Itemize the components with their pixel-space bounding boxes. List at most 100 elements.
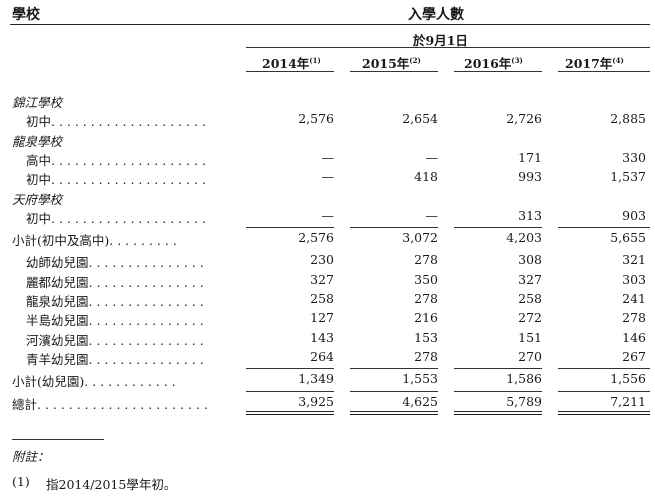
cell-value: 146 [622,329,646,345]
year-rule [454,71,542,72]
subtotal-rule [558,390,650,392]
subtotal-rule [454,368,542,370]
footnote-title: 附註： [12,449,50,464]
row-label: 初中. . . . . . . . . . . . . . . . . . . … [26,114,206,130]
enrollment-header: 入學人數 [408,7,464,23]
school-group-label: 錦江學校 [12,95,63,110]
subtotal-row-label: 小計(幼兒園). . . . . . . . . . . . [12,374,176,390]
cell-value: 2,576 [298,111,334,127]
cell-value: 993 [518,169,542,185]
cell-value: 350 [414,271,438,287]
total-double-rule [454,410,542,412]
footnote-ref: (4) [612,55,624,65]
total-row-label: 總計. . . . . . . . . . . . . . . . . . . … [12,396,208,412]
subtotal-row-label: 小計(初中及高中). . . . . . . . . [12,233,177,249]
cell-value: 4,203 [506,230,542,246]
cell-value: — [321,149,335,165]
cell-value: — [425,207,439,223]
subtotal-rule [246,368,334,370]
cell-value: 264 [310,348,334,364]
cell-value: 418 [414,169,438,185]
subtotal-rule [454,227,542,229]
footnote-text: 指2014/2015學年初。 [46,477,177,492]
subtotal-rule [350,227,438,229]
subtotal-rule [350,390,438,392]
total-double-rule [558,410,650,412]
cell-value: 308 [518,252,542,268]
year-rule [558,71,650,72]
cell-value: 327 [310,271,334,287]
year-header-2015: 2015年(2) [362,53,421,72]
cell-value: 3,925 [298,393,334,409]
total-double-rule [558,413,650,415]
cell-value: 1,553 [402,371,438,387]
row-label: 初中. . . . . . . . . . . . . . . . . . . … [26,210,206,226]
subtotal-rule [246,227,334,229]
year-header-2017: 2017年(4) [565,53,624,72]
total-double-rule [454,413,542,415]
year-rule [246,71,334,72]
school-group-label: 龍泉學校 [12,133,63,149]
subtotal-rule [558,368,650,370]
cell-value: 330 [622,149,646,165]
row-label: 麗都幼兒園. . . . . . . . . . . . . . . [26,274,204,290]
subtotal-rule [350,368,438,370]
cell-value: 1,537 [610,169,646,185]
cell-value: 272 [518,310,542,326]
cell-value: 278 [414,291,438,306]
footnote-ref: (2) [409,55,421,65]
header-top-rule [10,24,650,25]
row-label: 高中. . . . . . . . . . . . . . . . . . . … [26,152,206,168]
subtotal-rule [246,390,334,392]
year-header-text: 2016年 [464,56,512,71]
school-group-label: 天府學校 [12,191,63,207]
cell-value: 143 [310,329,334,345]
cell-value: 127 [310,310,334,326]
cell-value: 2,885 [610,111,646,127]
subtotal-rule [454,390,542,392]
as-of-rule [246,47,650,48]
row-label: 龍泉幼兒園. . . . . . . . . . . . . . . [26,294,204,309]
year-header-text: 2014年 [262,56,310,71]
cell-value: 1,349 [298,371,334,387]
cell-value: 216 [414,310,438,326]
cell-value: — [321,169,335,185]
year-header-text: 2017年 [565,56,613,71]
total-double-rule [246,413,334,415]
footnote-separator [12,439,104,440]
cell-value: 230 [310,252,334,268]
cell-value: 241 [622,291,646,306]
year-header-2016: 2016年(3) [464,53,523,72]
cell-value: 267 [622,348,646,364]
as-of-date-label: 於9月1日 [413,33,468,48]
cell-value: — [425,149,439,165]
cell-value: 5,789 [506,393,542,409]
cell-value: 321 [622,252,646,268]
row-label: 半島幼兒園. . . . . . . . . . . . . . . [26,313,204,329]
cell-value: 1,556 [610,371,646,387]
cell-value: 153 [414,329,438,345]
cell-value: 270 [518,348,542,364]
row-label: 初中. . . . . . . . . . . . . . . . . . . … [26,172,206,188]
cell-value: 313 [518,207,542,223]
cell-value: 3,072 [402,230,438,246]
cell-value: 151 [518,329,542,345]
cell-value: — [321,207,335,223]
cell-value: 278 [414,348,438,364]
cell-value: 303 [622,271,646,287]
cell-value: 7,211 [610,393,646,409]
year-header-2014: 2014年(1) [262,53,321,72]
year-rule [350,71,438,72]
cell-value: 2,726 [506,111,542,127]
row-label: 河濱幼兒園. . . . . . . . . . . . . . . [26,332,204,348]
cell-value: 2,654 [402,111,438,127]
cell-value: 1,586 [506,371,542,387]
cell-value: 327 [518,271,542,287]
cell-value: 258 [518,291,542,306]
cell-value: 258 [310,291,334,306]
footnote-marker: (1) [12,474,30,489]
school-column-header: 學校 [12,7,40,23]
cell-value: 2,576 [298,230,334,246]
total-double-rule [350,410,438,412]
total-double-rule [246,410,334,412]
